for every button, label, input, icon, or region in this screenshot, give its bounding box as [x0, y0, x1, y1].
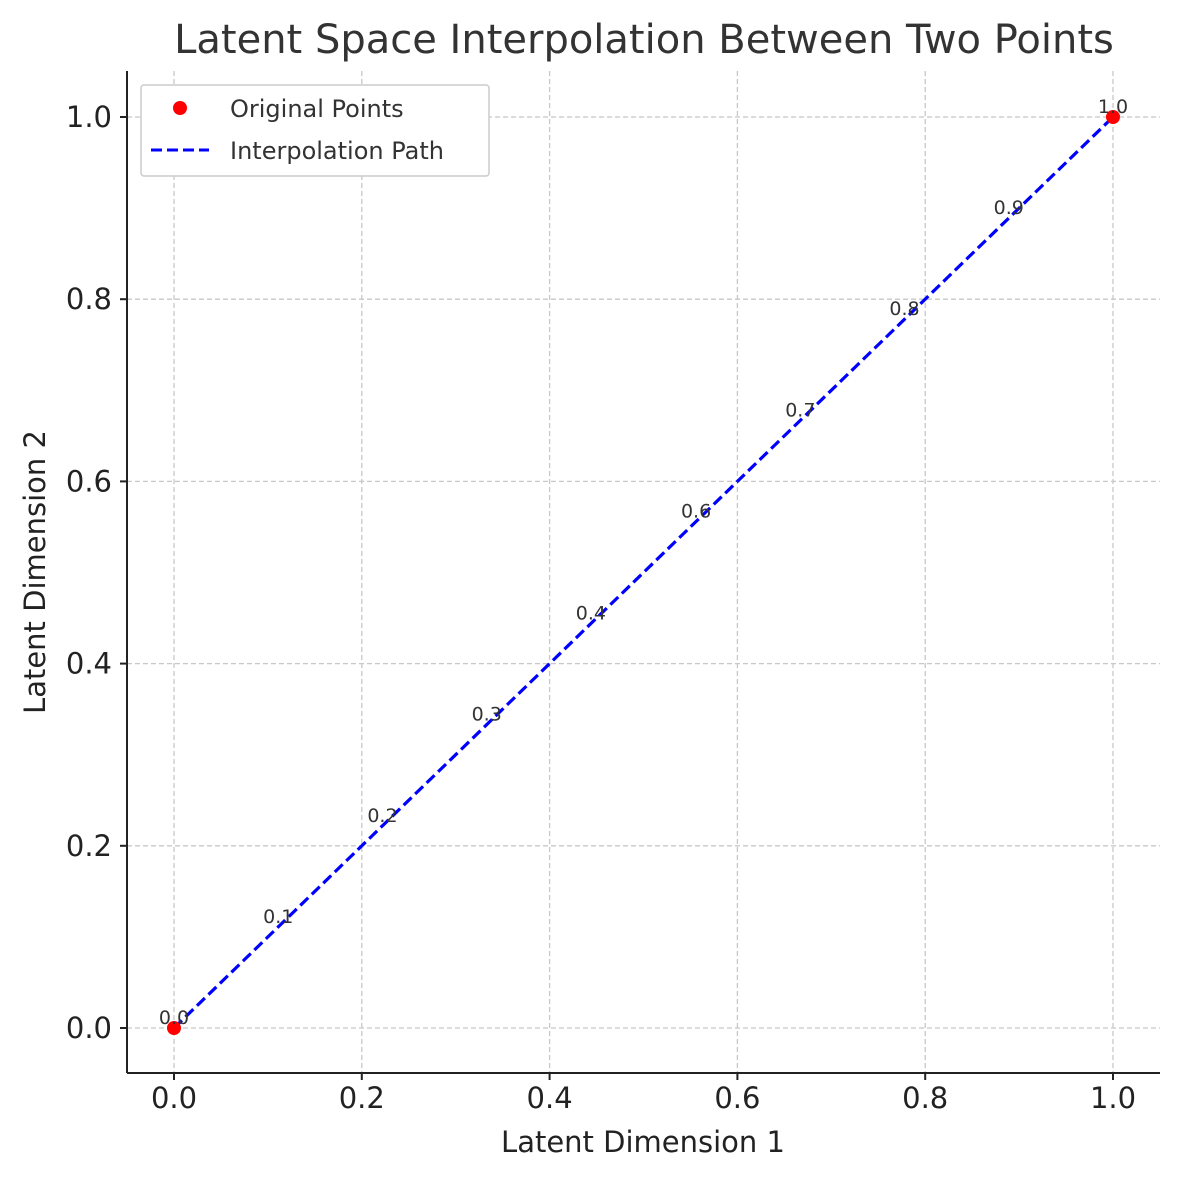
y-tick-label: 0.2	[66, 829, 112, 863]
plot-area	[167, 110, 1120, 1035]
x-tick-label: 0.6	[714, 1081, 760, 1115]
annotations: 0.0 0.1 0.2 0.3 0.4 0.6 0.7 0.8 0.9 1.0	[159, 96, 1128, 1029]
legend-marker-original-points	[173, 101, 187, 115]
axis-ticks: 0.0 0.2 0.4 0.6 0.8 1.0 0.0 0.2 0.4 0.6 0.8 1.0	[66, 100, 1136, 1115]
y-tick-label: 0.8	[66, 282, 112, 316]
original-point	[167, 1021, 181, 1035]
point-annotation: 0.0	[159, 1007, 189, 1029]
x-tick-label: 1.0	[1090, 1081, 1136, 1115]
point-annotation: 0.1	[263, 906, 293, 928]
legend-box	[140, 84, 490, 177]
legend: Original Points Interpolation Path	[140, 84, 490, 177]
point-annotation: 0.8	[889, 298, 919, 320]
chart-title: Latent Space Interpolation Between Two P…	[174, 17, 1114, 63]
point-annotation: 0.3	[472, 704, 502, 726]
grid	[127, 71, 1160, 1073]
x-tick-label: 0.2	[339, 1081, 385, 1115]
y-tick-label: 0.4	[66, 647, 112, 681]
x-tick-label: 0.4	[527, 1081, 573, 1115]
legend-label-original-points: Original Points	[230, 95, 404, 123]
point-annotation: 0.7	[785, 399, 815, 421]
x-tick-label: 0.0	[151, 1081, 197, 1115]
interpolation-path-line	[172, 115, 1115, 1030]
y-axis-label: Latent Dimension 2	[18, 430, 52, 714]
point-annotation: 1.0	[1098, 96, 1128, 118]
x-tick-label: 0.8	[902, 1081, 948, 1115]
point-annotation: 0.9	[994, 197, 1024, 219]
point-annotation: 0.4	[576, 603, 606, 625]
legend-label-interpolation-path: Interpolation Path	[230, 137, 444, 165]
point-annotation: 0.2	[367, 805, 397, 827]
y-tick-label: 1.0	[66, 100, 112, 134]
point-annotation: 0.6	[681, 500, 711, 522]
y-tick-label: 0.0	[66, 1011, 112, 1045]
y-tick-label: 0.6	[66, 464, 112, 498]
x-axis-label: Latent Dimension 1	[501, 1125, 785, 1159]
original-point	[1106, 110, 1120, 124]
